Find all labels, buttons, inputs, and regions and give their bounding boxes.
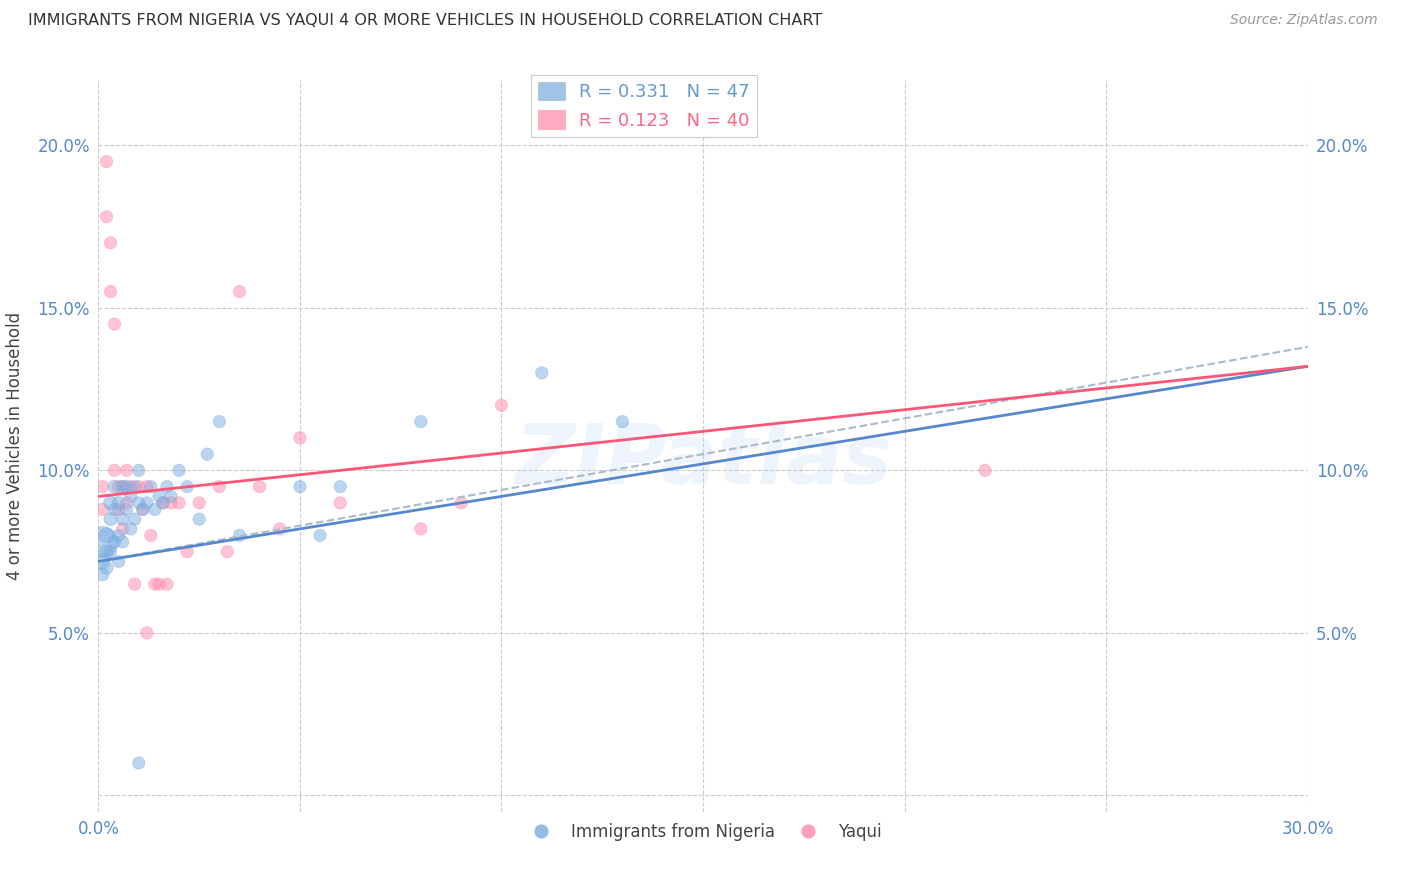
Point: [139, 480, 162, 494]
Point: [156, 480, 179, 494]
Point: [111, 480, 134, 494]
Point: [103, 502, 125, 516]
Point: [143, 502, 166, 516]
Point: [135, 496, 157, 510]
Point: [91, 502, 114, 516]
Point: [91, 480, 114, 494]
Point: [124, 480, 146, 494]
Point: [103, 463, 125, 477]
Point: [100, 544, 122, 558]
Point: [974, 463, 997, 477]
Point: [139, 528, 162, 542]
Point: [132, 502, 155, 516]
Point: [120, 480, 142, 494]
Point: [96, 528, 118, 542]
Point: [115, 480, 138, 494]
Point: [160, 489, 183, 503]
Point: [288, 431, 311, 445]
Point: [135, 480, 157, 494]
Point: [409, 522, 432, 536]
Point: [91, 535, 114, 549]
Point: [128, 756, 150, 770]
Point: [128, 463, 150, 477]
Point: [167, 496, 190, 510]
Point: [96, 544, 118, 558]
Point: [124, 512, 146, 526]
Legend: Immigrants from Nigeria, Yaqui: Immigrants from Nigeria, Yaqui: [517, 816, 889, 847]
Point: [120, 489, 142, 503]
Point: [103, 535, 125, 549]
Point: [103, 317, 125, 331]
Point: [228, 285, 250, 299]
Point: [128, 480, 150, 494]
Point: [188, 512, 211, 526]
Point: [111, 480, 134, 494]
Point: [228, 528, 250, 542]
Point: [115, 463, 138, 477]
Point: [188, 496, 211, 510]
Point: [132, 502, 155, 516]
Text: ZIPatlas: ZIPatlas: [515, 420, 891, 501]
Point: [124, 577, 146, 591]
Point: [208, 415, 231, 429]
Point: [107, 502, 129, 516]
Point: [148, 489, 170, 503]
Point: [107, 554, 129, 568]
Point: [107, 496, 129, 510]
Point: [491, 398, 513, 412]
Point: [91, 554, 114, 568]
Text: IMMIGRANTS FROM NIGERIA VS YAQUI 4 OR MORE VEHICLES IN HOUSEHOLD CORRELATION CHA: IMMIGRANTS FROM NIGERIA VS YAQUI 4 OR MO…: [28, 13, 823, 29]
Point: [100, 496, 122, 510]
Point: [128, 496, 150, 510]
Point: [167, 463, 190, 477]
Point: [249, 480, 271, 494]
Point: [107, 480, 129, 494]
Point: [103, 480, 125, 494]
Point: [111, 535, 134, 549]
Point: [115, 502, 138, 516]
Point: [217, 544, 239, 558]
Point: [96, 210, 118, 224]
Point: [309, 528, 332, 542]
Point: [288, 480, 311, 494]
Point: [329, 480, 352, 494]
Point: [143, 577, 166, 591]
Point: [148, 577, 170, 591]
Point: [152, 496, 174, 510]
Point: [329, 496, 352, 510]
Point: [100, 235, 122, 250]
Point: [111, 522, 134, 536]
Point: [208, 480, 231, 494]
Point: [409, 415, 432, 429]
Point: [176, 480, 198, 494]
Point: [176, 544, 198, 558]
Point: [269, 522, 291, 536]
Point: [96, 154, 118, 169]
Point: [160, 496, 183, 510]
Point: [530, 366, 553, 380]
Point: [96, 561, 118, 575]
Point: [135, 626, 157, 640]
Point: [100, 285, 122, 299]
Point: [107, 528, 129, 542]
Point: [115, 496, 138, 510]
Point: [450, 496, 472, 510]
Point: [91, 567, 114, 582]
Point: [612, 415, 634, 429]
Text: Source: ZipAtlas.com: Source: ZipAtlas.com: [1230, 13, 1378, 28]
Point: [111, 512, 134, 526]
Point: [120, 522, 142, 536]
Point: [100, 512, 122, 526]
Y-axis label: 4 or more Vehicles in Household: 4 or more Vehicles in Household: [6, 312, 24, 580]
Point: [195, 447, 218, 461]
Point: [156, 577, 179, 591]
Point: [152, 496, 174, 510]
